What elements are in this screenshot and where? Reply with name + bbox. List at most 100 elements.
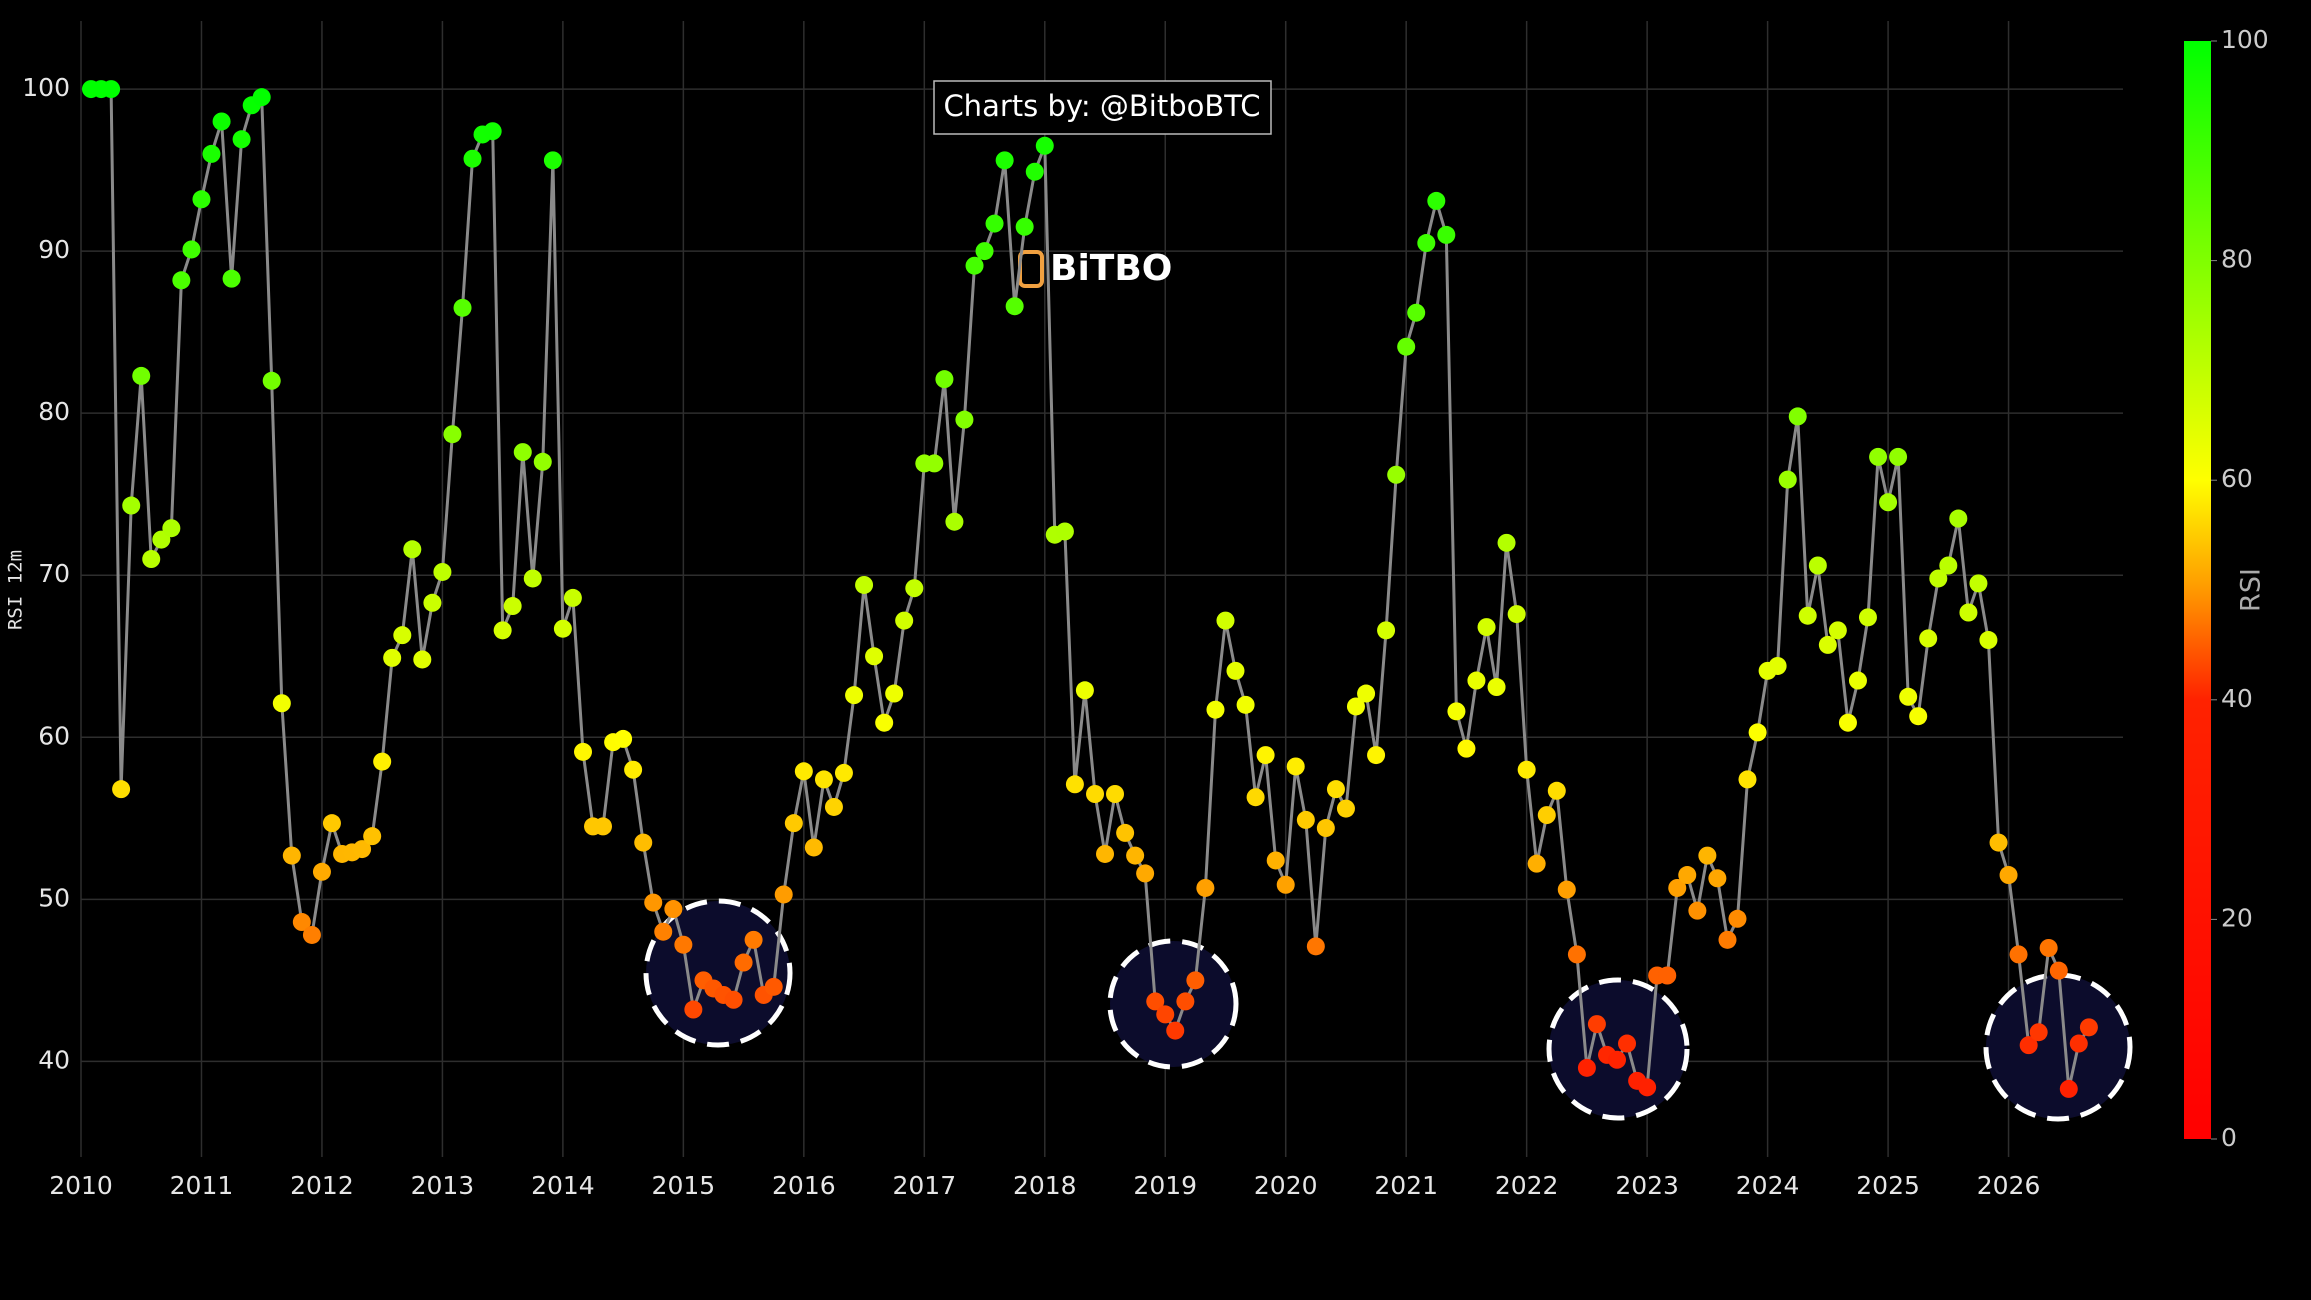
point: [1206, 700, 1225, 719]
colorbar-tick-label: 100: [2221, 25, 2269, 54]
point: [1919, 629, 1938, 648]
x-tick-label: 2023: [1615, 1171, 1679, 1200]
point: [182, 240, 201, 259]
point: [483, 122, 502, 141]
point: [945, 512, 964, 531]
point: [1326, 780, 1345, 799]
point: [463, 149, 482, 168]
y-tick-label: 70: [38, 559, 70, 588]
point: [1527, 854, 1546, 873]
point: [433, 562, 452, 581]
point: [1587, 1015, 1606, 1034]
point: [1437, 225, 1456, 244]
point: [965, 256, 984, 275]
point: [1146, 992, 1165, 1011]
point: [1226, 661, 1245, 680]
point: [393, 626, 412, 645]
point: [1889, 447, 1908, 466]
point: [1477, 618, 1496, 637]
point: [834, 763, 853, 782]
point: [574, 742, 593, 761]
point: [563, 588, 582, 607]
point: [1728, 909, 1747, 928]
point: [1357, 684, 1376, 703]
point: [1909, 707, 1928, 726]
point: [2039, 938, 2058, 957]
point: [664, 900, 683, 919]
point: [1517, 760, 1536, 779]
point: [2029, 1023, 2048, 1042]
point: [1869, 447, 1888, 466]
point: [1286, 757, 1305, 776]
point: [1025, 162, 1044, 181]
point: [644, 893, 663, 912]
point: [1577, 1058, 1596, 1077]
point: [1316, 819, 1335, 838]
x-tick-label: 2026: [1977, 1171, 2041, 1200]
x-tick-label: 2019: [1133, 1171, 1197, 1200]
line: [91, 87, 2091, 1090]
point: [172, 271, 191, 290]
point: [1377, 621, 1396, 640]
point: [272, 694, 291, 713]
highlights: [643, 898, 2133, 1122]
point: [102, 80, 121, 99]
point: [1708, 869, 1727, 888]
point: [1136, 864, 1155, 883]
point: [594, 817, 613, 836]
point: [955, 410, 974, 429]
point: [1035, 136, 1054, 155]
point: [1507, 605, 1526, 624]
point: [1828, 621, 1847, 640]
colorbar-tick-label: 80: [2221, 245, 2253, 274]
point: [1447, 702, 1466, 721]
point: [1638, 1078, 1657, 1097]
point: [1879, 493, 1898, 512]
point: [1899, 687, 1918, 706]
point: [1296, 810, 1315, 829]
point: [895, 611, 914, 630]
point: [1487, 678, 1506, 697]
x-tick-label: 2018: [1013, 1171, 1077, 1200]
point: [875, 713, 894, 732]
logo-icon: [1018, 250, 1044, 288]
point: [1457, 739, 1476, 758]
highlight-circle: [1107, 938, 1239, 1070]
point: [403, 540, 422, 559]
point: [1397, 337, 1416, 356]
point: [1256, 746, 1275, 765]
point: [1547, 781, 1566, 800]
point: [1949, 509, 1968, 528]
point: [282, 846, 301, 865]
logo: BiTBO: [1018, 248, 1172, 289]
point: [674, 935, 693, 954]
point: [1166, 1021, 1185, 1040]
point: [252, 88, 271, 107]
point: [232, 130, 251, 149]
point: [1848, 671, 1867, 690]
x-tick-label: 2020: [1254, 1171, 1318, 1200]
point: [1808, 556, 1827, 575]
point: [1698, 846, 1717, 865]
point: [363, 827, 382, 846]
point: [824, 797, 843, 816]
point: [1718, 930, 1737, 949]
x-tick-label: 2017: [892, 1171, 956, 1200]
x-tick-label: 2015: [652, 1171, 716, 1200]
colorbar-tick-label: 0: [2221, 1123, 2237, 1152]
y-tick-label: 90: [38, 235, 70, 264]
point: [1367, 746, 1386, 765]
point: [1497, 533, 1516, 552]
point: [2049, 961, 2068, 980]
point: [1005, 297, 1024, 316]
x-tick-label: 2012: [290, 1171, 354, 1200]
point: [1387, 465, 1406, 484]
point: [1427, 191, 1446, 210]
point: [1969, 574, 1988, 593]
point: [804, 838, 823, 857]
point: [353, 840, 372, 859]
point: [1788, 407, 1807, 426]
point: [413, 650, 432, 669]
point: [543, 151, 562, 170]
